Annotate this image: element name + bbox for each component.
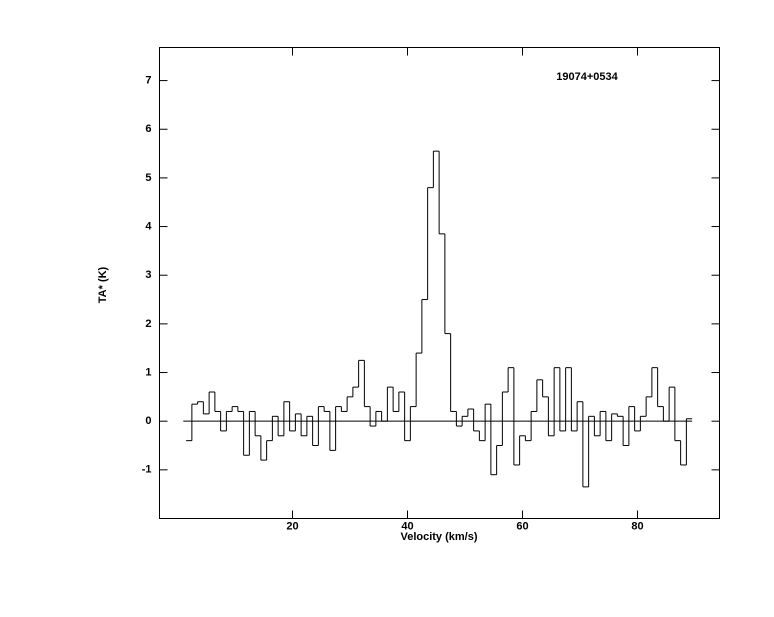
x-tick-label: 80 [631, 520, 643, 532]
plot-frame [159, 47, 720, 519]
y-tick-label: 6 [145, 123, 151, 135]
x-axis-label: Velocity (km/s) [400, 531, 477, 543]
chart-title: 19074+0534 [556, 71, 618, 83]
y-tick-label: -1 [142, 464, 152, 476]
y-tick-label: 1 [145, 366, 151, 378]
y-tick-label: 4 [145, 220, 152, 232]
y-tick-label: 3 [145, 269, 151, 281]
x-tick-label: 40 [401, 520, 413, 532]
y-tick-label: 7 [145, 74, 151, 86]
y-axis-label: TA* (K) [97, 266, 109, 303]
y-tick-label: 5 [145, 172, 151, 184]
x-tick-label: 60 [516, 520, 528, 532]
y-tick-label: 0 [145, 415, 151, 427]
y-tick-label: 2 [145, 318, 151, 330]
x-tick-label: 20 [286, 520, 298, 532]
